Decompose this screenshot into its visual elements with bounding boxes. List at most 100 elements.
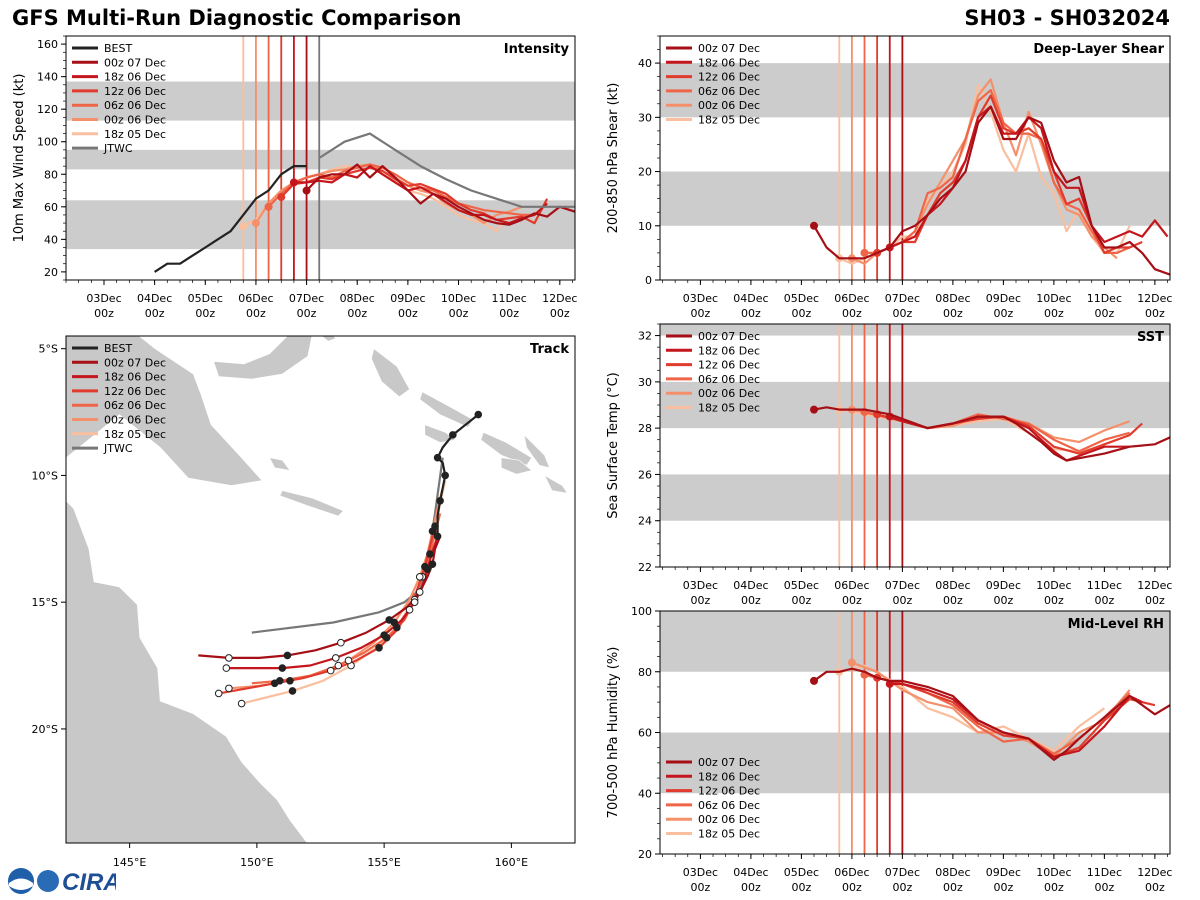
x-tick-label: 07Dec xyxy=(885,579,920,592)
legend-entry: JTWC xyxy=(103,442,133,455)
shaded-band xyxy=(66,81,575,121)
x-tick-label: 09Dec xyxy=(986,292,1021,305)
track-6h-marker xyxy=(334,661,343,670)
land-isabel xyxy=(480,431,533,466)
x-tick-label: 10Dec xyxy=(1036,292,1071,305)
x-tick-label: 00z xyxy=(297,307,317,320)
y-tick-label: 80 xyxy=(638,666,652,679)
land-bougainville xyxy=(371,348,410,398)
track-6h-marker xyxy=(380,631,388,639)
x-tick-label: 08Dec xyxy=(935,579,970,592)
lat-tick-label: 5°S xyxy=(39,343,58,356)
legend-entry: 00z 07 Dec xyxy=(698,330,760,343)
y-tick-label: 120 xyxy=(37,103,58,116)
y-axis-label: Sea Surface Temp (°C) xyxy=(606,372,621,519)
jtwc-line xyxy=(318,132,575,208)
y-tick-label: 40 xyxy=(638,57,652,70)
chart-track: 145°E 150°E 155°E 160°E 5°S 10°S 15°S 20°S Track… xyxy=(32,335,576,869)
x-tick-label: 00z xyxy=(1145,307,1165,320)
legend-entry: 18z 05 Dec xyxy=(698,402,760,415)
x-tick-label: 06Dec xyxy=(238,292,273,305)
legend-entry: 18z 06 Dec xyxy=(698,56,760,69)
x-tick-label: 00z xyxy=(741,594,761,607)
x-tick-label: 03Dec xyxy=(683,292,718,305)
x-tick-label: 00z xyxy=(993,307,1013,320)
y-tick-label: 100 xyxy=(37,136,58,149)
x-tick-label: 05Dec xyxy=(784,579,819,592)
x-tick-label: 10Dec xyxy=(1036,866,1071,879)
cira-logo-text: CIRA xyxy=(62,869,116,896)
x-tick-label: 10Dec xyxy=(1036,579,1071,592)
track-6h-marker xyxy=(225,654,233,662)
legend-entry: 00z 07 Dec xyxy=(104,56,166,69)
track-6h-marker xyxy=(222,664,231,672)
chart-rh: 20 40 60 80 100 700-500 hPa Humidity (%) 03Dec… xyxy=(606,605,1172,894)
figure-title: GFS Multi-Run Diagnostic Comparison xyxy=(12,6,462,30)
x-tick-label: 12Dec xyxy=(1137,292,1172,305)
legend-entry: 06z 06 Dec xyxy=(698,373,760,386)
land-new-guinea xyxy=(66,336,263,486)
x-tick-label: 04Dec xyxy=(733,292,768,305)
series-line xyxy=(280,166,549,225)
x-tick-label: 00z xyxy=(145,307,165,320)
legend-entry: 18z 05 Dec xyxy=(104,428,166,441)
land-dentrecasteaux xyxy=(269,457,291,471)
series-line xyxy=(267,163,535,216)
legend-entry: 00z 06 Dec xyxy=(698,387,760,400)
best-track-line xyxy=(154,165,307,273)
x-tick-label: 04Dec xyxy=(137,292,172,305)
series-line xyxy=(851,661,1131,758)
y-tick-label: 22 xyxy=(638,561,652,574)
series-start-point xyxy=(810,221,819,230)
x-tick-label: 11Dec xyxy=(1087,292,1122,305)
x-tick-label: 00z xyxy=(691,881,711,894)
x-tick-label: 06Dec xyxy=(834,866,869,879)
land-choiseul xyxy=(419,391,474,428)
chart-sst: 22 24 26 28 30 32 Sea Surface Temp (°C) 03Dec 00… xyxy=(606,323,1172,607)
track-6h-marker xyxy=(405,605,414,614)
x-tick-label: 12Dec xyxy=(1137,866,1172,879)
track-6h-marker xyxy=(286,676,294,685)
series-line xyxy=(813,667,1170,761)
best-track-marker xyxy=(474,410,483,419)
x-tick-label: 00z xyxy=(791,881,811,894)
plot-area xyxy=(660,611,1170,854)
x-tick-label: 07Dec xyxy=(885,866,920,879)
legend-entry: 00z 06 Dec xyxy=(698,99,760,112)
chart-shear: 0 10 20 30 40 200-850 hPa Shear (kt) 03Dec 00z 0… xyxy=(606,35,1172,320)
x-tick-label: 11Dec xyxy=(1087,579,1122,592)
y-tick-label: 30 xyxy=(638,376,652,389)
y-tick-label: 20 xyxy=(638,848,652,861)
x-tick-label: 00z xyxy=(347,307,367,320)
panel-title: Intensity xyxy=(504,42,570,57)
y-axis-label: 200-850 hPa Shear (kt) xyxy=(606,83,621,234)
track-6h-marker xyxy=(423,565,432,574)
panel-title: Track xyxy=(530,342,569,357)
y-tick-label: 160 xyxy=(37,38,58,51)
series-start-point xyxy=(289,178,298,187)
track-6h-marker xyxy=(270,679,279,688)
legend-entry: 06z 06 Dec xyxy=(698,799,760,812)
best-track xyxy=(436,413,479,537)
y-tick-label: 0 xyxy=(645,274,652,287)
series-line xyxy=(813,105,1170,276)
noaa-emblem-icon: CIRA xyxy=(8,868,121,896)
y-tick-label: 26 xyxy=(638,468,652,481)
land-new-britain xyxy=(213,336,313,380)
legend-entry: 06z 06 Dec xyxy=(104,99,166,112)
x-tick-label: 06Dec xyxy=(834,579,869,592)
series-start-point xyxy=(860,248,869,257)
series-line xyxy=(864,89,1131,254)
y-axis-label: 10m Max Wind Speed (kt) xyxy=(12,74,27,243)
legend-entry: 12z 06 Dec xyxy=(104,85,166,98)
x-tick-label: 00z xyxy=(1044,594,1064,607)
x-tick-label: 05Dec xyxy=(784,292,819,305)
x-tick-label: 00z xyxy=(892,307,912,320)
shaded-band xyxy=(66,200,575,250)
panel-title: SST xyxy=(1137,330,1164,345)
y-tick-label: 140 xyxy=(37,71,58,84)
x-tick-label: 03Dec xyxy=(86,292,121,305)
x-tick-label: 00z xyxy=(691,594,711,607)
shaded-band xyxy=(66,149,575,170)
x-tick-label: 00z xyxy=(1094,881,1114,894)
